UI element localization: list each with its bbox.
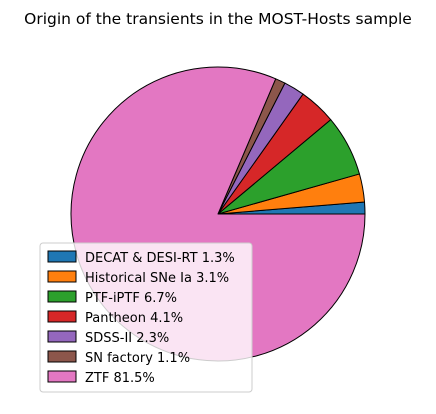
legend-swatch-2 (47, 290, 77, 303)
legend-label-2: PTF-iPTF 6.7% (85, 291, 177, 306)
legend-label-0: DECAT & DESI-RT 1.3% (85, 251, 235, 266)
legend-swatch-5 (47, 350, 77, 363)
legend-swatch-6 (47, 370, 77, 383)
legend-swatch-1 (47, 270, 77, 283)
legend: DECAT & DESI-RT 1.3% Historical SNe Ia 3.… (39, 242, 253, 393)
legend-label-5: SN factory 1.1% (85, 351, 190, 366)
legend-swatch-0 (47, 250, 77, 263)
legend-label-6: ZTF 81.5% (85, 371, 155, 386)
legend-swatch-4 (47, 330, 77, 343)
legend-label-1: Historical SNe Ia 3.1% (85, 271, 229, 286)
legend-frame (39, 242, 253, 393)
chart-title: Origin of the transients in the MOST-Hos… (24, 10, 412, 28)
legend-label-4: SDSS-II 2.3% (85, 331, 169, 346)
legend-swatch-3 (47, 310, 77, 323)
legend-label-3: Pantheon 4.1% (85, 311, 183, 326)
